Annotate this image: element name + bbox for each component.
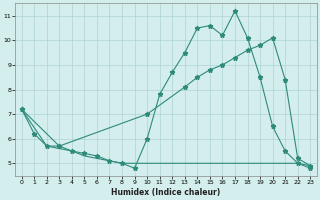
X-axis label: Humidex (Indice chaleur): Humidex (Indice chaleur)	[111, 188, 220, 197]
